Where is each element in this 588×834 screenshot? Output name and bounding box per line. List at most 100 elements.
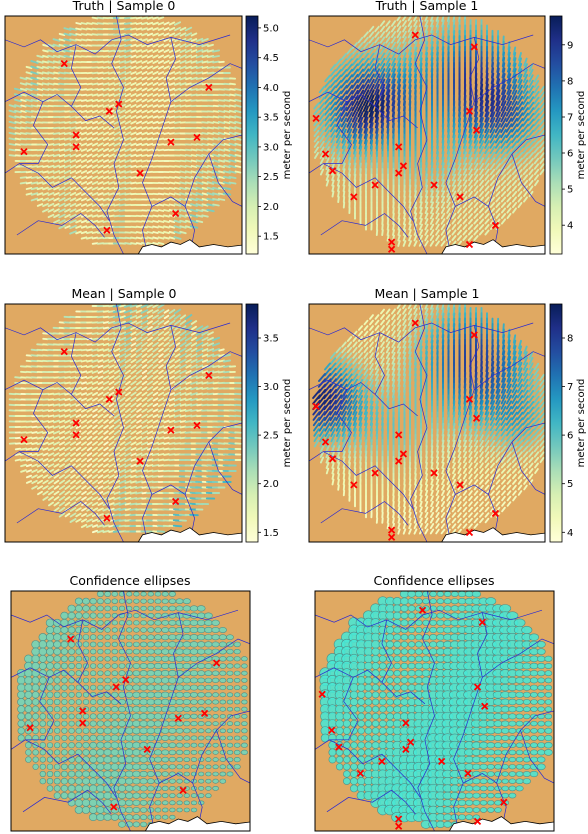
wind-arrow: [157, 148, 165, 152]
wind-arrow: [179, 99, 187, 102]
wind-arrow: [97, 170, 104, 174]
wind-arrow: [385, 57, 391, 67]
wind-arrow: [329, 96, 337, 105]
wind-arrow: [396, 62, 402, 73]
wind-arrow: [446, 207, 451, 214]
wind-arrow: [163, 425, 170, 429]
wind-arrow: [75, 408, 82, 413]
wind-arrow: [135, 314, 143, 320]
wind-arrow: [201, 192, 209, 196]
wind-arrow: [80, 137, 88, 141]
wind-arrow: [195, 37, 204, 43]
wind-arrow: [174, 358, 181, 364]
wind-arrow: [390, 41, 397, 50]
wind-arrow: [26, 469, 32, 473]
wind-arrow: [157, 304, 165, 309]
wind-arrow: [462, 185, 468, 192]
wind-arrow: [168, 436, 176, 440]
wind-arrow: [86, 170, 93, 174]
wind-arrow: [185, 375, 192, 380]
wind-arrow: [158, 347, 164, 353]
wind-arrow: [223, 131, 231, 136]
wind-arrow: [184, 148, 193, 152]
wind-arrow: [402, 62, 407, 73]
wind-arrow: [123, 304, 133, 308]
wind-arrow: [91, 386, 99, 391]
wind-arrow: [329, 357, 337, 365]
wind-arrow: [141, 137, 148, 141]
wind-arrow: [533, 124, 540, 132]
wind-arrow: [342, 190, 346, 198]
wind-arrow: [430, 190, 434, 198]
wind-arrow: [108, 358, 115, 364]
wind-arrow: [163, 71, 170, 75]
wind-arrow: [212, 348, 220, 352]
wind-arrow: [146, 54, 154, 59]
wind-arrow: [223, 170, 231, 174]
wind-arrow: [173, 203, 182, 207]
wind-arrow: [468, 174, 473, 181]
wind-arrow: [346, 106, 353, 117]
wind-arrow: [362, 89, 370, 101]
wind-arrow: [533, 141, 540, 148]
wind-arrow: [501, 366, 506, 378]
wind-arrow: [234, 142, 242, 147]
wind-arrow: [147, 320, 153, 325]
wind-arrow: [500, 191, 507, 197]
wind-arrow: [386, 368, 390, 376]
river: [320, 213, 409, 238]
wind-arrow: [228, 115, 237, 119]
wind-arrow: [234, 131, 242, 136]
wind-arrow: [124, 76, 132, 81]
wind-arrow: [118, 49, 127, 53]
wind-arrow: [391, 384, 396, 393]
wind-arrow: [47, 436, 55, 440]
wind-arrow: [357, 373, 364, 382]
wind-arrow: [36, 71, 44, 75]
wind-arrow: [102, 153, 110, 158]
wind-arrow: [81, 468, 87, 474]
wind-arrow: [424, 240, 429, 247]
wind-arrow: [75, 153, 82, 158]
wind-arrow: [341, 145, 347, 155]
wind-arrow: [31, 474, 38, 479]
wind-arrow: [201, 132, 209, 135]
wind-arrow: [374, 94, 380, 107]
wind-arrow: [484, 229, 490, 236]
wind-arrow: [340, 63, 348, 72]
wind-arrow: [495, 89, 501, 101]
wind-arrow: [189, 208, 199, 213]
wind-arrow: [195, 197, 204, 202]
wind-arrow: [397, 84, 401, 95]
wind-arrow: [69, 359, 77, 363]
wind-arrow: [173, 110, 182, 113]
wind-arrow: [484, 145, 490, 155]
wind-arrow: [163, 219, 170, 224]
wind-arrow: [63, 27, 72, 31]
wind-arrow: [353, 151, 357, 160]
wind-arrow: [179, 319, 187, 326]
river: [71, 332, 82, 395]
wind-arrow: [135, 304, 143, 308]
wind-arrow: [336, 157, 341, 165]
wind-arrow: [168, 27, 176, 31]
wind-arrow: [506, 89, 512, 101]
wind-arrow: [217, 104, 226, 108]
wind-arrow: [42, 447, 49, 451]
wind-arrow: [157, 464, 165, 467]
wind-arrow: [135, 142, 143, 147]
station-marker: [395, 143, 403, 151]
wind-arrow: [173, 436, 182, 440]
wind-arrow: [462, 162, 468, 171]
wind-arrow: [430, 318, 434, 327]
station-marker: [328, 167, 337, 175]
wind-arrow: [468, 145, 473, 155]
wind-arrow: [53, 186, 60, 191]
wind-arrow: [47, 457, 55, 463]
station-marker: [115, 100, 123, 108]
wind-arrow: [185, 219, 192, 224]
wind-arrow: [92, 452, 98, 457]
wind-arrow: [64, 397, 71, 402]
wind-arrow: [380, 341, 385, 348]
